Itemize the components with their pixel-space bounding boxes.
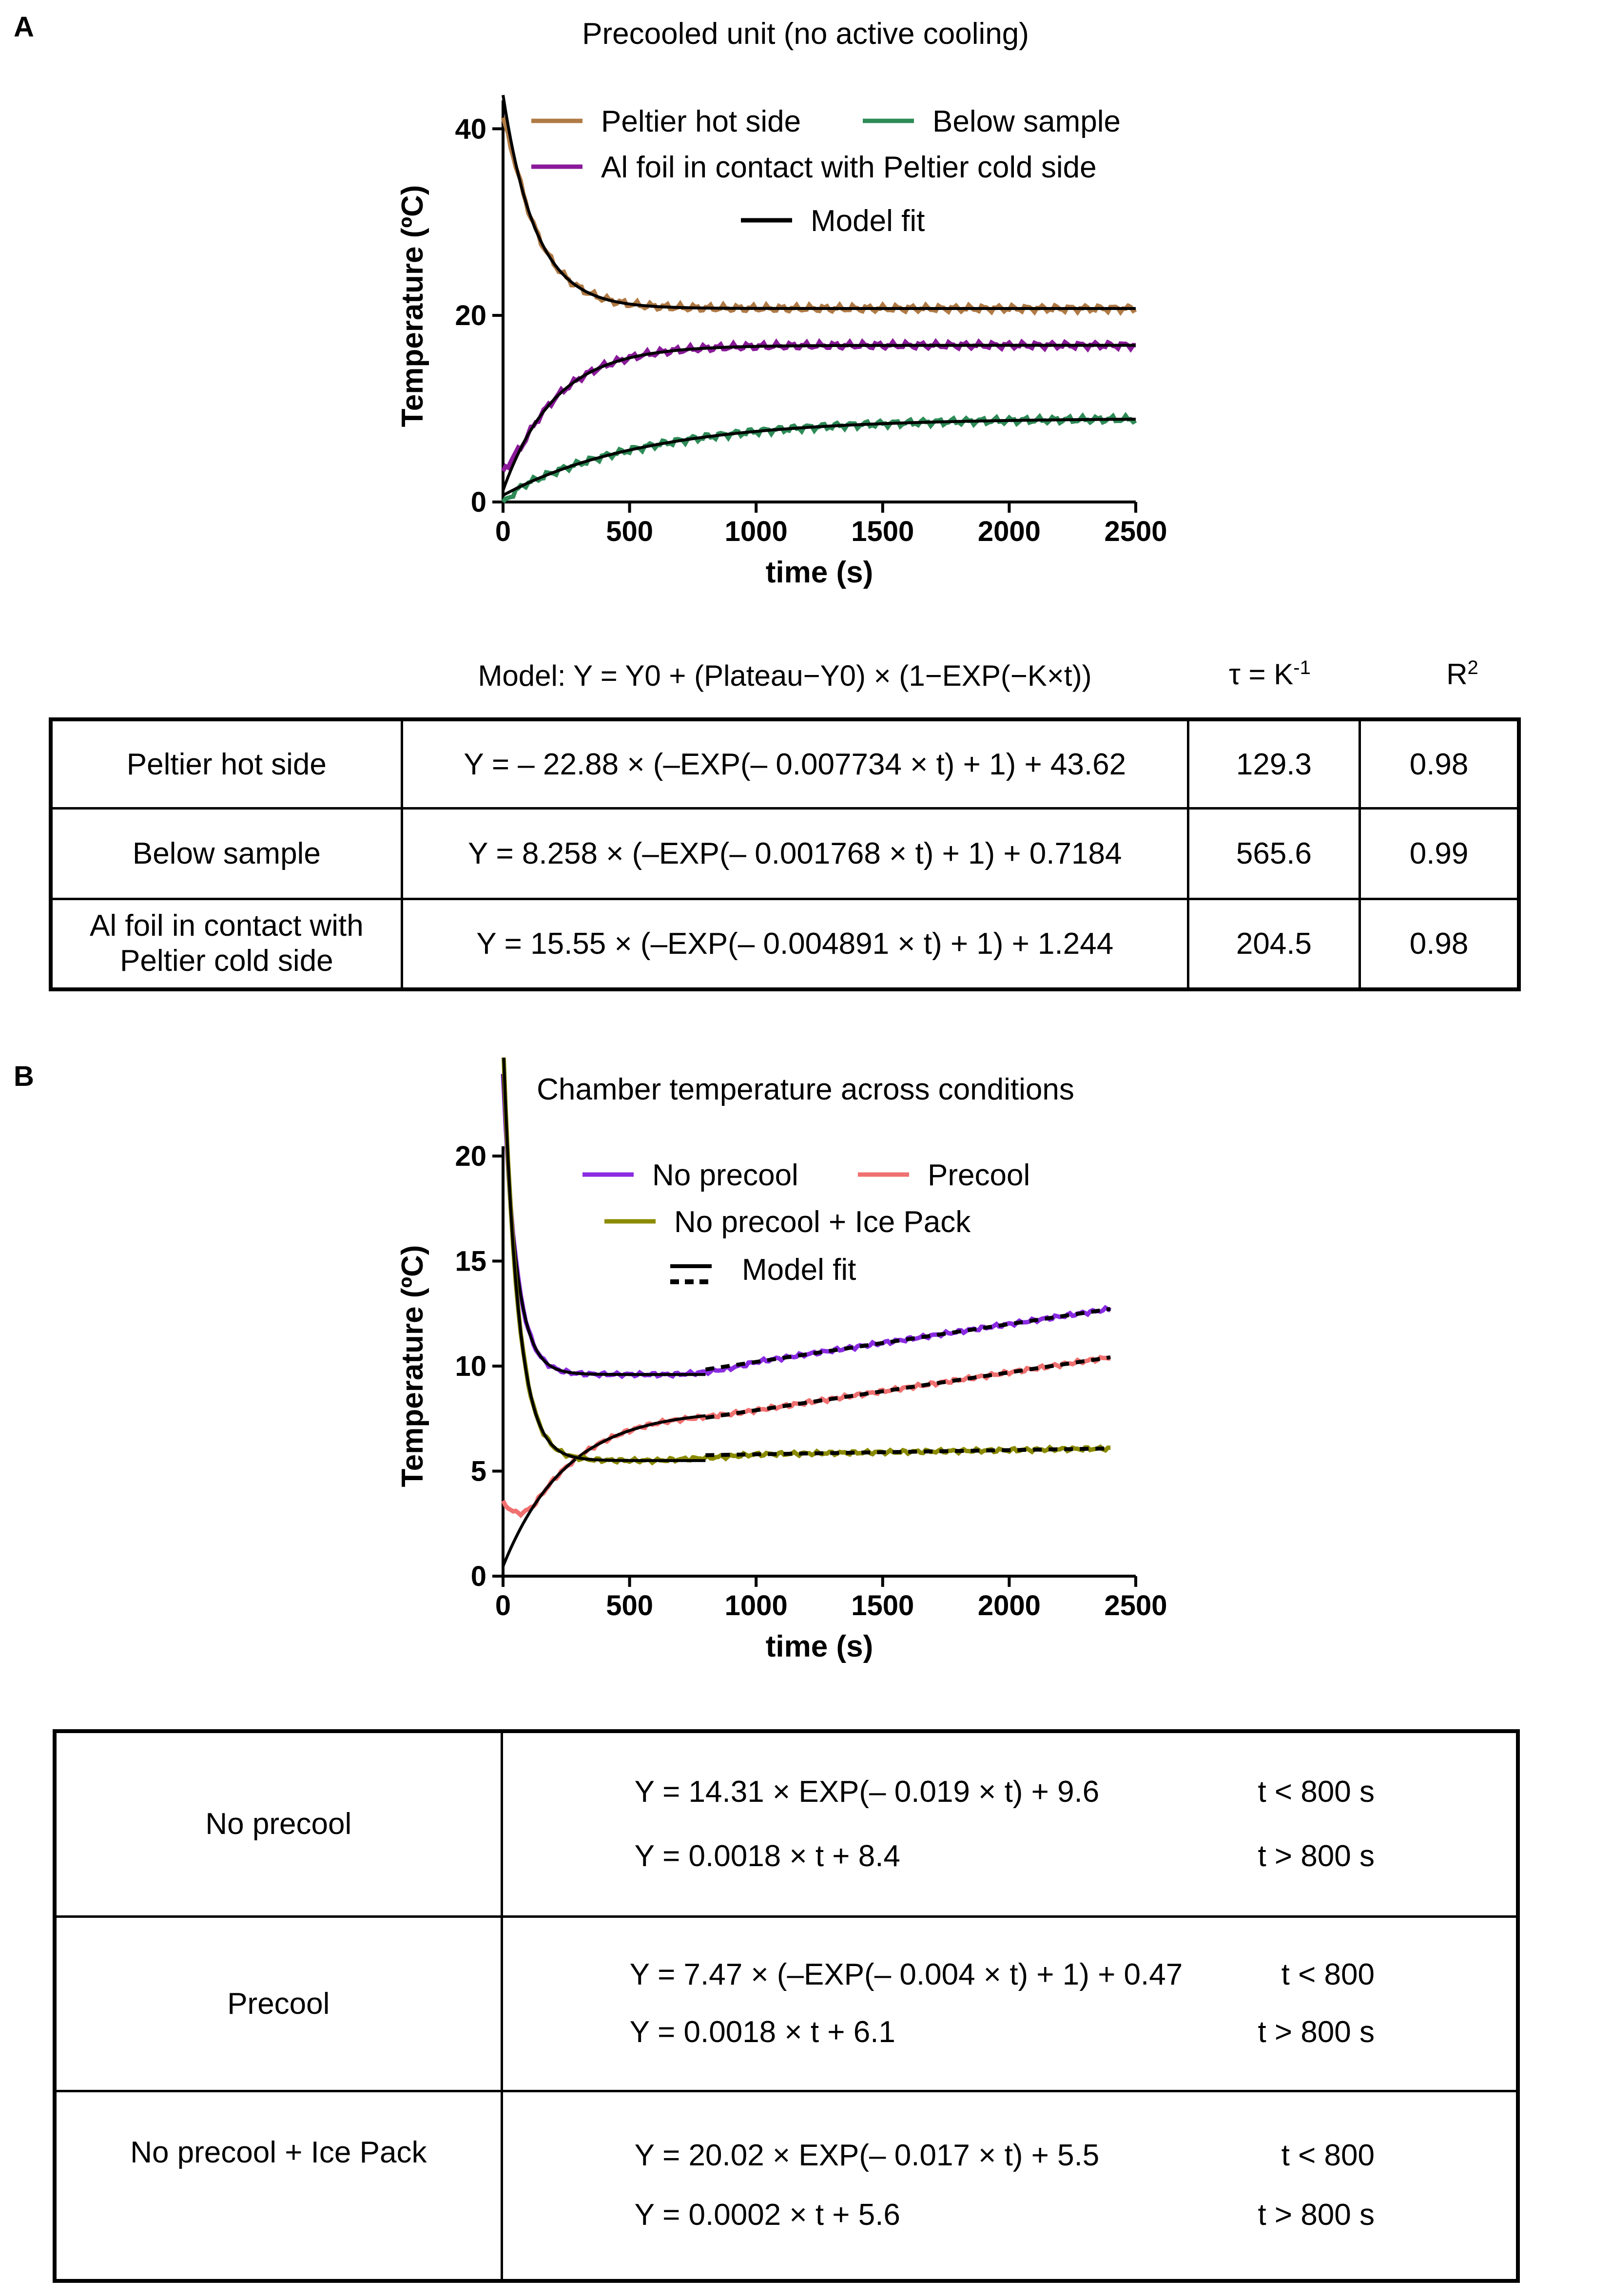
y-tick-label: 0	[471, 486, 486, 518]
x-tick-label: 2500	[1104, 1590, 1167, 1621]
table-a-tau-header: τ = K-1	[1229, 657, 1311, 691]
x-axis-label: time (s)	[766, 1630, 873, 1663]
chart-b: 0 500 1000 1500 2000 2500 0 5 10 15 20 time (s) Temp…	[396, 1058, 1167, 1663]
y-tick-label: 10	[455, 1351, 486, 1382]
y-tick-label: 15	[455, 1246, 486, 1277]
x-tick-label: 2000	[978, 516, 1041, 547]
model-fit-line	[502, 1058, 706, 1462]
row-name: No precool + Ice Pack	[53, 2089, 503, 2282]
table-row: Al foil in contact with Peltier cold side…	[49, 897, 1520, 991]
condition-1: t < 800 s	[1258, 1775, 1375, 1809]
row-equations: Y = 20.02 × EXP(– 0.017 × t) + 5.5 t < 80…	[500, 2089, 1519, 2282]
data-series-line	[501, 338, 1136, 472]
y-tick-label: 20	[455, 1140, 486, 1172]
legend-label: Model fit	[742, 1253, 856, 1287]
panel-a-letter: A	[14, 11, 34, 43]
x-tick-label: 1500	[851, 516, 914, 547]
condition-2: t > 800 s	[1258, 2015, 1375, 2049]
condition-1: t < 800	[1281, 1958, 1375, 1991]
row-r2: 0.98	[1359, 897, 1520, 991]
row-name: Peltier hot side	[49, 718, 403, 810]
row-r2: 0.99	[1359, 807, 1520, 900]
equation-2: Y = 0.0002 × t + 5.6	[634, 2198, 900, 2232]
x-tick-label: 1500	[851, 1590, 914, 1621]
row-equation: Y = – 22.88 × (–EXP(– 0.007734 × t) + 1)…	[400, 718, 1189, 810]
legend-label: No precool	[652, 1158, 798, 1192]
x-tick-label: 0	[495, 516, 511, 547]
legend-label: Below sample	[932, 105, 1121, 138]
model-fit-line	[502, 1074, 706, 1376]
model-fit-line	[502, 344, 1136, 491]
data-series-line	[501, 1354, 1111, 1519]
row-equations: Y = 7.47 × (–EXP(– 0.004 × t) + 1) + 0.4…	[500, 1915, 1519, 2092]
y-axis-label: Temperature (ºC)	[396, 1245, 429, 1487]
row-tau: 129.3	[1186, 718, 1361, 810]
table-a-model-header: Model: Y = Y0 + (Plateau−Y0) × (1−EXP(−K…	[478, 659, 1092, 692]
y-tick-label: 20	[455, 300, 486, 331]
table-a: Peltier hot side Y = – 22.88 × (–EXP(– 0…	[49, 717, 1521, 991]
row-tau: 204.5	[1186, 897, 1361, 991]
equation-1: Y = 14.31 × EXP(– 0.019 × t) + 9.6	[634, 1775, 1100, 1809]
legend-label: Peltier hot side	[601, 105, 801, 138]
chart-a: 0 500 1000 1500 2000 2500 0 20 40 time (s) Tempera…	[396, 95, 1167, 589]
y-tick-label: 40	[455, 113, 486, 145]
legend-label: No precool + Ice Pack	[674, 1205, 971, 1239]
row-equation: Y = 8.258 × (–EXP(– 0.001768 × t) + 1) +…	[400, 807, 1189, 900]
model-fit-line	[502, 1414, 706, 1567]
table-a-r2-header: R2	[1446, 657, 1478, 691]
condition-2: t > 800 s	[1258, 2198, 1375, 2232]
equation-2: Y = 0.0018 × t + 8.4	[634, 1839, 900, 1873]
row-r2: 0.98	[1359, 718, 1520, 810]
model-fit-line-dashed	[705, 1446, 1111, 1457]
x-tick-label: 500	[606, 1590, 653, 1621]
table-b: No precool Y = 14.31 × EXP(– 0.019 × t) …	[53, 1729, 1520, 2283]
table-row: No precool Y = 14.31 × EXP(– 0.019 × t) …	[53, 1730, 1519, 1918]
row-name: Precool	[53, 1915, 503, 2092]
y-tick-label: 0	[471, 1561, 486, 1592]
legend-label: Model fit	[811, 204, 925, 238]
row-tau: 565.6	[1186, 807, 1361, 900]
row-equations: Y = 14.31 × EXP(– 0.019 × t) + 9.6 t < 80…	[500, 1730, 1519, 1918]
row-name: No precool	[53, 1730, 503, 1918]
table-row: Precool Y = 7.47 × (–EXP(– 0.004 × t) + …	[53, 1915, 1519, 2092]
condition-1: t < 800	[1281, 2139, 1375, 2173]
y-tick-label: 5	[471, 1456, 486, 1487]
y-axis-label: Temperature (ºC)	[396, 185, 429, 427]
x-axis-label: time (s)	[766, 556, 873, 589]
model-fit-line-dashed	[705, 1355, 1111, 1420]
model-fit-line	[502, 418, 1136, 497]
panel-b-letter: B	[14, 1061, 34, 1092]
model-fit-line	[502, 95, 1136, 310]
panel-b-title: Chamber temperature across conditions	[537, 1073, 1074, 1106]
panel-a-title: Precooled unit (no active cooling)	[582, 17, 1029, 51]
model-fit-line-dashed	[705, 1307, 1111, 1371]
table-row: Peltier hot side Y = – 22.88 × (–EXP(– 0…	[49, 718, 1520, 810]
row-name: Below sample	[49, 807, 403, 900]
row-equation: Y = 15.55 × (–EXP(– 0.004891 × t) + 1) +…	[400, 897, 1189, 991]
condition-2: t > 800 s	[1258, 1839, 1375, 1873]
table-row: No precool + Ice Pack Y = 20.02 × EXP(– …	[53, 2089, 1519, 2282]
x-tick-label: 2500	[1104, 516, 1167, 547]
equation-1: Y = 20.02 × EXP(– 0.017 × t) + 5.5	[634, 2139, 1100, 2173]
x-tick-label: 2000	[978, 1590, 1041, 1621]
table-row: Below sample Y = 8.258 × (–EXP(– 0.00176…	[49, 807, 1520, 900]
legend-label: Al foil in contact with Peltier cold sid…	[601, 151, 1097, 184]
x-tick-label: 0	[495, 1590, 511, 1621]
x-tick-label: 500	[606, 516, 653, 547]
x-tick-label: 1000	[725, 516, 788, 547]
equation-1: Y = 7.47 × (–EXP(– 0.004 × t) + 1) + 0.4…	[629, 1958, 1183, 1991]
legend-label: Precool	[928, 1158, 1030, 1192]
row-name: Al foil in contact with Peltier cold side	[49, 897, 403, 991]
x-tick-label: 1000	[725, 1590, 788, 1621]
equation-2: Y = 0.0018 × t + 6.1	[629, 2015, 895, 2049]
